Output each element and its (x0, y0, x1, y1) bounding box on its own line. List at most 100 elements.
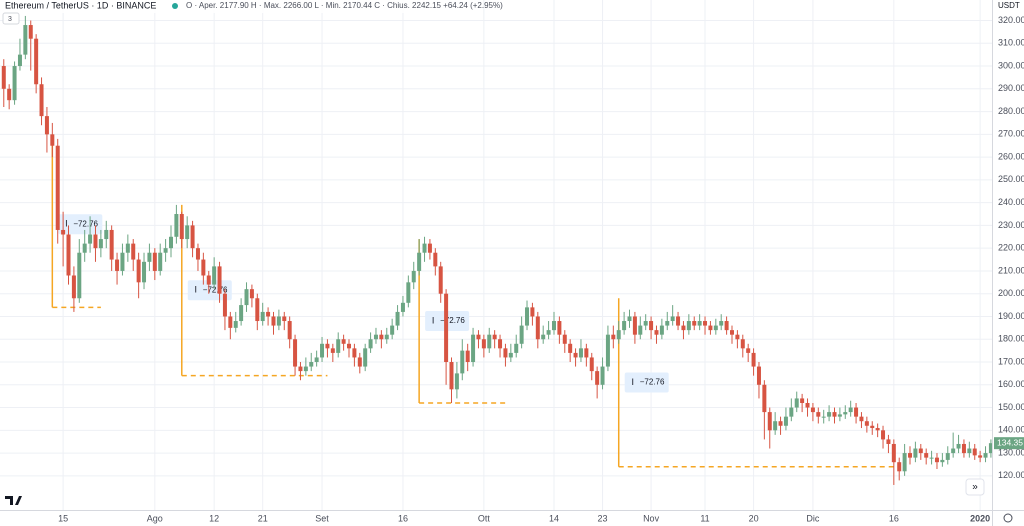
measure-icon: I (631, 377, 634, 387)
candle-body (686, 321, 691, 331)
y-tick-label: 300.00 (998, 60, 1024, 70)
candle-body (39, 84, 44, 117)
x-tick-label: Ago (147, 513, 163, 523)
candle-body (816, 412, 821, 417)
candle-body (168, 236, 173, 249)
candle-body (665, 321, 670, 326)
scroll-right-button[interactable] (965, 478, 985, 496)
y-tick-label: 200.00 (998, 288, 1024, 298)
candle-body (589, 357, 594, 372)
candle-body (352, 348, 357, 358)
candle-body (649, 321, 654, 331)
candle-body (514, 343, 519, 353)
candle-body (260, 311, 265, 322)
candle-body (724, 321, 729, 331)
candle-body (136, 259, 141, 283)
candle-body (778, 421, 783, 426)
x-tick-label: Dic (806, 513, 819, 523)
candle-body (481, 339, 486, 349)
last-price-box (994, 437, 1024, 450)
candle-body (185, 225, 190, 240)
candle-body (363, 348, 368, 367)
y-tick-label: 310.00 (998, 38, 1024, 48)
candle-body (913, 448, 918, 458)
candle-body (773, 421, 778, 431)
candle-body (142, 261, 147, 283)
candle-body (28, 25, 33, 39)
candle-body (406, 282, 411, 303)
indicators-count[interactable]: 3 (8, 16, 12, 23)
candle-body (508, 352, 513, 358)
candle-body (654, 330, 659, 335)
y-tick-label: 270.00 (998, 129, 1024, 139)
candle-body (206, 275, 211, 285)
candle-body (309, 362, 314, 367)
last-price-label: 134.35 (997, 437, 1023, 447)
candle-body (756, 366, 761, 385)
y-tick-label: 290.00 (998, 83, 1024, 93)
candle-body (93, 234, 98, 249)
candle-body (573, 352, 578, 358)
ohlc-header: O · Aper. 2177.90 H · Max. 2266.00 L · M… (186, 1, 503, 10)
measure-label: −72.76 (440, 316, 465, 325)
candle-body (158, 252, 163, 271)
candle-body (217, 266, 222, 294)
candle-body (465, 350, 470, 363)
candle-body (104, 229, 109, 240)
candle-body (627, 316, 632, 322)
x-tick-label: 20 (749, 513, 759, 523)
candle-body (762, 384, 767, 413)
candle-body (595, 371, 600, 385)
candle-body (616, 330, 621, 340)
candle-body (972, 448, 977, 456)
tradingview-logo (5, 496, 22, 505)
candle-body (767, 412, 772, 431)
candle-body (983, 453, 988, 458)
candle-body (233, 321, 238, 328)
candle-body (832, 412, 837, 417)
candle-body (422, 243, 427, 253)
candle-body (864, 421, 869, 426)
candle-body (174, 214, 179, 237)
candle-body (697, 321, 702, 326)
candle-body (525, 307, 530, 326)
candle-body (427, 243, 432, 253)
scroll-icon[interactable]: » (972, 482, 978, 493)
candle-body (659, 325, 664, 335)
candle-body (66, 234, 71, 276)
axes: 120.00 130.00 140.00 150.00 160.00 170.00 180.… (58, 15, 1024, 523)
candle-body (373, 334, 378, 340)
candle-body (125, 243, 130, 253)
candle-body (12, 66, 17, 101)
candle-body (492, 334, 497, 340)
candle-body (670, 316, 675, 322)
x-tick-label: 21 (258, 513, 268, 523)
candle-body (314, 357, 319, 363)
candle-body (77, 252, 82, 299)
candle-body (800, 398, 805, 403)
y-tick-label: 160.00 (998, 379, 1024, 389)
y-tick-label: 210.00 (998, 265, 1024, 275)
settings-button[interactable] (1003, 513, 1013, 523)
indicators-toggle[interactable] (2, 12, 20, 25)
candle-body (967, 448, 972, 454)
candle-body (940, 459, 945, 463)
header-bg (0, 0, 480, 13)
candle-body (88, 234, 93, 244)
candle-body (729, 330, 734, 335)
y-tick-label: 220.00 (998, 243, 1024, 253)
candle-body (98, 239, 103, 249)
candle-body (266, 311, 271, 317)
y-tick-label: 280.00 (998, 106, 1024, 116)
candle-body (195, 248, 200, 260)
candle-body (449, 362, 454, 390)
status-dot (172, 3, 178, 9)
candle-body (1, 66, 6, 89)
candle-body (600, 366, 605, 385)
candle-body (244, 289, 249, 306)
candle-body (622, 321, 627, 331)
x-tick-label: 15 (58, 513, 68, 523)
candle-body (34, 38, 39, 85)
currency: USDT (998, 1, 1020, 10)
